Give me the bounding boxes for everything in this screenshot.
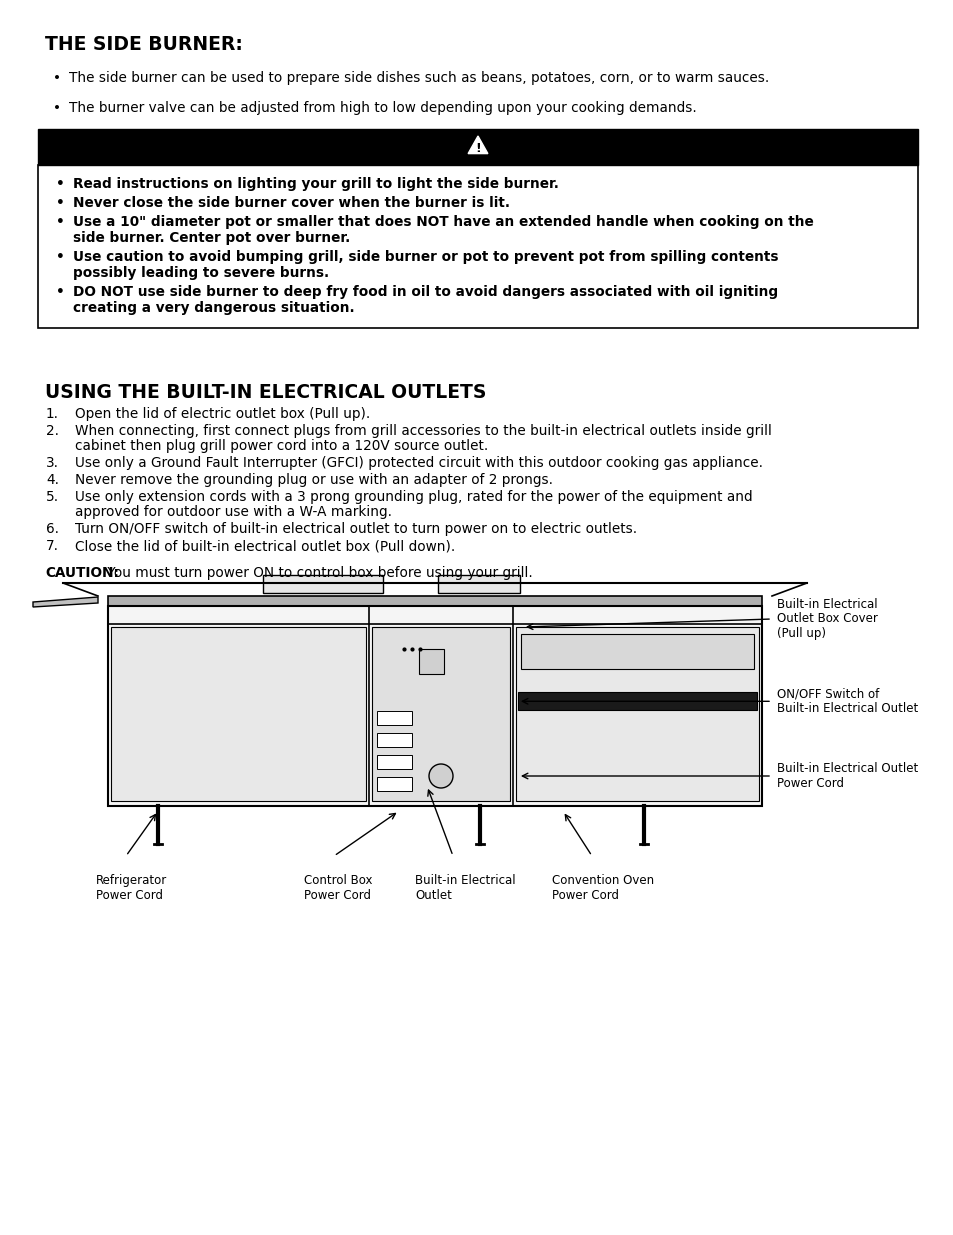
Text: Open the lid of electric outlet box (Pull up).: Open the lid of electric outlet box (Pul… bbox=[75, 408, 370, 421]
Bar bbox=[437, 576, 519, 593]
Text: 1.: 1. bbox=[46, 408, 59, 421]
Bar bbox=[108, 606, 761, 806]
Polygon shape bbox=[33, 597, 98, 606]
Text: Built-in Electrical Outlet
Power Cord: Built-in Electrical Outlet Power Cord bbox=[776, 762, 918, 790]
Text: Use caution to avoid bumping grill, side burner or pot to prevent pot from spill: Use caution to avoid bumping grill, side… bbox=[73, 249, 778, 264]
Polygon shape bbox=[468, 136, 487, 153]
Text: Read instructions on lighting your grill to light the side burner.: Read instructions on lighting your grill… bbox=[73, 177, 558, 191]
Text: When connecting, first connect plugs from grill accessories to the built-in elec: When connecting, first connect plugs fro… bbox=[75, 424, 771, 438]
Text: possibly leading to severe burns.: possibly leading to severe burns. bbox=[73, 266, 329, 280]
Text: 2.: 2. bbox=[46, 424, 59, 438]
Bar bbox=[372, 627, 510, 802]
Text: Convention Oven
Power Cord: Convention Oven Power Cord bbox=[552, 874, 654, 902]
Bar bbox=[263, 576, 382, 593]
Text: Close the lid of built-in electrical outlet box (Pull down).: Close the lid of built-in electrical out… bbox=[75, 538, 455, 553]
Text: •: • bbox=[56, 249, 65, 264]
Text: 3.: 3. bbox=[46, 456, 59, 471]
Text: Use only a Ground Fault Interrupter (GFCI) protected circuit with this outdoor c: Use only a Ground Fault Interrupter (GFC… bbox=[75, 456, 762, 471]
Bar bbox=[376, 711, 412, 725]
Text: Never close the side burner cover when the burner is lit.: Never close the side burner cover when t… bbox=[73, 196, 510, 210]
Text: 6.: 6. bbox=[46, 522, 59, 536]
Text: side burner. Center pot over burner.: side burner. Center pot over burner. bbox=[73, 231, 350, 245]
Text: 4.: 4. bbox=[46, 473, 59, 487]
Bar bbox=[111, 627, 366, 802]
Text: cabinet then plug grill power cord into a 120V source outlet.: cabinet then plug grill power cord into … bbox=[75, 438, 488, 453]
Text: •: • bbox=[56, 177, 65, 191]
Text: •: • bbox=[53, 101, 61, 115]
Text: 7.: 7. bbox=[46, 538, 59, 553]
Bar bbox=[376, 734, 412, 747]
Bar bbox=[38, 165, 917, 329]
Text: Control Box
Power Cord: Control Box Power Cord bbox=[304, 874, 372, 902]
Text: !: ! bbox=[475, 142, 480, 154]
Text: creating a very dangerous situation.: creating a very dangerous situation. bbox=[73, 301, 355, 315]
Text: You must turn power ON to control box before using your grill.: You must turn power ON to control box be… bbox=[103, 566, 532, 580]
Text: Use only extension cords with a 3 prong grounding plug, rated for the power of t: Use only extension cords with a 3 prong … bbox=[75, 490, 752, 504]
Text: 5.: 5. bbox=[46, 490, 59, 504]
Text: Built-in Electrical
Outlet: Built-in Electrical Outlet bbox=[415, 874, 515, 902]
Text: Turn ON/OFF switch of built-in electrical outlet to turn power on to electric ou: Turn ON/OFF switch of built-in electrica… bbox=[75, 522, 637, 536]
Text: The burner valve can be adjusted from high to low depending upon your cooking de: The burner valve can be adjusted from hi… bbox=[69, 101, 696, 115]
Text: •: • bbox=[56, 215, 65, 228]
Bar bbox=[376, 777, 412, 790]
Text: USING THE BUILT-IN ELECTRICAL OUTLETS: USING THE BUILT-IN ELECTRICAL OUTLETS bbox=[45, 383, 486, 403]
Circle shape bbox=[429, 764, 453, 788]
Bar bbox=[108, 597, 761, 606]
Text: DO NOT use side burner to deep fry food in oil to avoid dangers associated with : DO NOT use side burner to deep fry food … bbox=[73, 285, 778, 299]
Text: ON/OFF Switch of
Built-in Electrical Outlet: ON/OFF Switch of Built-in Electrical Out… bbox=[776, 688, 918, 715]
Text: •: • bbox=[56, 196, 65, 210]
Text: Use a 10" diameter pot or smaller that does NOT have an extended handle when coo: Use a 10" diameter pot or smaller that d… bbox=[73, 215, 813, 228]
Text: CAUTION:: CAUTION: bbox=[45, 566, 119, 580]
Text: approved for outdoor use with a W-A marking.: approved for outdoor use with a W-A mark… bbox=[75, 505, 392, 519]
Text: •: • bbox=[53, 70, 61, 85]
Bar bbox=[517, 693, 757, 710]
Text: The side burner can be used to prepare side dishes such as beans, potatoes, corn: The side burner can be used to prepare s… bbox=[69, 70, 768, 85]
Bar bbox=[520, 634, 753, 669]
Text: Refrigerator
Power Cord: Refrigerator Power Cord bbox=[96, 874, 167, 902]
Bar bbox=[516, 627, 759, 802]
Bar bbox=[418, 650, 443, 674]
Text: Never remove the grounding plug or use with an adapter of 2 prongs.: Never remove the grounding plug or use w… bbox=[75, 473, 553, 487]
Bar bbox=[38, 128, 917, 165]
Bar bbox=[376, 755, 412, 769]
Text: •: • bbox=[56, 285, 65, 299]
Text: Built-in Electrical
Outlet Box Cover
(Pull up): Built-in Electrical Outlet Box Cover (Pu… bbox=[776, 598, 877, 641]
Text: THE SIDE BURNER:: THE SIDE BURNER: bbox=[45, 35, 243, 54]
